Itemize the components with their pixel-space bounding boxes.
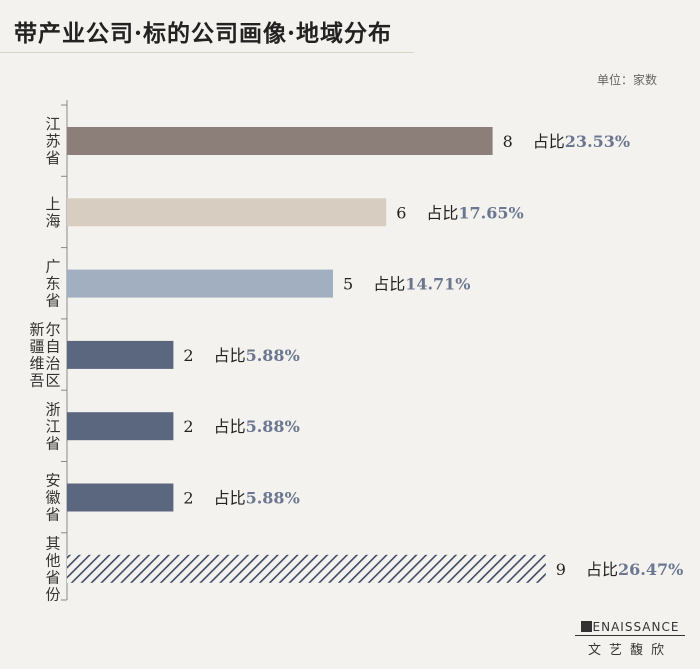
unit-label: 单位：家数 <box>596 73 657 87</box>
data-label: 2 占比5.88% <box>183 417 299 436</box>
share-prefix: 占比 <box>373 275 405 294</box>
bar-1 <box>67 127 493 155</box>
brand-logo: ENAISSANCE <box>575 620 685 636</box>
bar-5 <box>67 412 174 441</box>
bar-3 <box>67 269 333 298</box>
category-label: 上海 <box>45 195 60 230</box>
share-prefix: 占比 <box>214 346 246 365</box>
value-label: 6 <box>396 203 406 222</box>
chart-title: 带产业公司·标的公司画像·地域分布 <box>14 20 393 47</box>
category-label: 江苏省 <box>45 115 60 167</box>
value-label: 5 <box>343 275 353 294</box>
data-label: 2 占比5.88% <box>183 489 299 508</box>
bar-6 <box>67 483 174 512</box>
value-label: 9 <box>556 560 566 579</box>
share-value: 23.53% <box>565 132 630 151</box>
brand-name-cn: 文艺馥欣 <box>587 643 672 658</box>
category-label: 安徽省 <box>45 472 60 524</box>
category-label: 浙江省 <box>45 400 60 452</box>
share-value: 5.88% <box>246 346 300 365</box>
data-label: 8 占比23.53% <box>503 132 631 151</box>
bar-7 <box>67 554 546 583</box>
share-prefix: 占比 <box>533 132 565 151</box>
bar-4 <box>67 340 174 369</box>
category-label: 广东省 <box>45 258 60 310</box>
share-value: 5.88% <box>246 489 300 508</box>
share-prefix: 占比 <box>214 417 246 436</box>
data-label: 2 占比5.88% <box>183 346 299 365</box>
bar-2 <box>67 198 387 227</box>
data-label: 6 占比17.65% <box>396 203 524 222</box>
title-divider <box>0 52 414 53</box>
value-label: 2 <box>183 489 193 508</box>
data-label: 9 占比26.47% <box>556 560 684 579</box>
share-prefix: 占比 <box>586 560 618 579</box>
data-label: 5 占比14.71% <box>343 275 471 294</box>
share-value: 5.88% <box>246 417 300 436</box>
category-label: 尔自治区 <box>45 321 60 390</box>
value-label: 8 <box>503 132 513 151</box>
category-label: 新疆维吾 <box>29 321 44 390</box>
brand-mark-icon <box>580 621 592 632</box>
brand-footer: ENAISSANCE 文艺馥欣 <box>575 620 685 658</box>
share-value: 26.47% <box>618 560 683 579</box>
share-prefix: 占比 <box>214 489 246 508</box>
share-value: 14.71% <box>405 275 470 294</box>
value-label: 2 <box>183 417 193 436</box>
share-prefix: 占比 <box>426 203 458 222</box>
share-value: 17.65% <box>458 203 523 222</box>
value-label: 2 <box>183 346 193 365</box>
brand-name: ENAISSANCE <box>592 620 680 634</box>
category-label: 其他省份 <box>45 534 60 603</box>
